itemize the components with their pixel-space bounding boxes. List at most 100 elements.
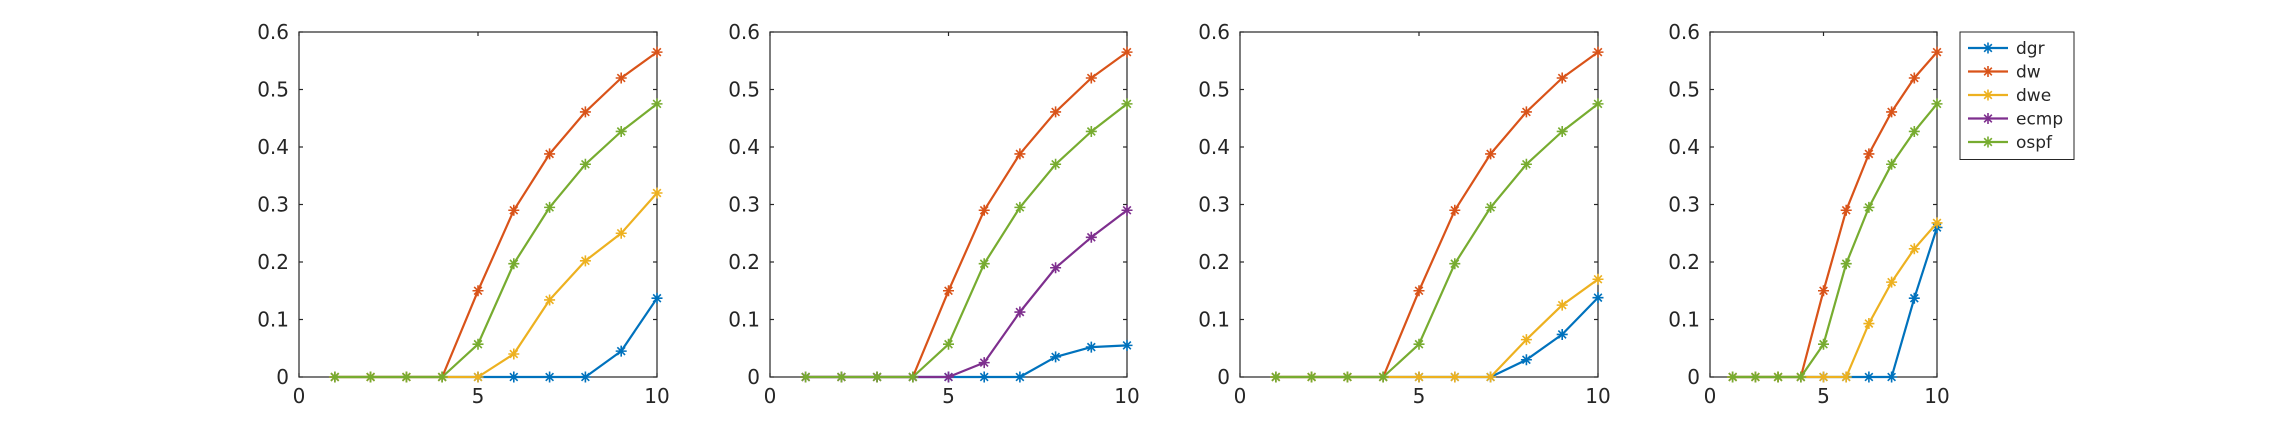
- data-point-ospf: [365, 371, 377, 383]
- series-line-dgr: [805, 344, 1128, 379]
- y-tick-label: 0.6: [728, 20, 760, 44]
- data-point-ospf: [1863, 201, 1875, 213]
- y-tick-label: 0.6: [257, 20, 289, 44]
- data-point-dw: [1520, 106, 1532, 118]
- axes-box: [769, 31, 1128, 378]
- y-tick-label: 0.1: [1198, 308, 1230, 332]
- data-point-dgr: [1908, 292, 1920, 304]
- y-tick-label: 0: [276, 365, 289, 389]
- data-point-ospf: [1727, 371, 1739, 383]
- y-tick-label: 0.4: [257, 135, 289, 159]
- data-point-dwe: [1931, 217, 1943, 229]
- data-point-dwe: [1592, 273, 1604, 285]
- series-line-ecmp: [805, 209, 1128, 379]
- y-tick-label: 0: [1217, 365, 1230, 389]
- data-point-dw: [1818, 285, 1829, 297]
- series-dwe: [329, 187, 663, 383]
- data-point-dw: [1931, 46, 1943, 58]
- data-point-dwe: [651, 187, 663, 199]
- data-point-dgr: [1085, 341, 1097, 353]
- data-point-dw: [1121, 46, 1133, 58]
- data-point-dw: [1556, 72, 1568, 84]
- x-tick-label: 0: [1234, 384, 1247, 408]
- series-line-ospf: [805, 103, 1128, 379]
- data-point-ospf: [1749, 371, 1761, 383]
- data-point-dgr: [1556, 328, 1568, 340]
- legend-entry-dgr: dgr: [1968, 39, 2045, 59]
- data-point-dwe: [1556, 299, 1568, 311]
- data-point-ospf: [1908, 125, 1920, 137]
- series-line-ospf: [1732, 103, 1938, 379]
- y-tick-label: 0.5: [728, 78, 760, 102]
- y-tick-label: 0.4: [728, 135, 760, 159]
- data-point-ospf: [1050, 158, 1062, 170]
- legend-entry-dw: dw: [1968, 63, 2041, 83]
- axes-box: [1239, 31, 1599, 378]
- legend-marker-dgr: [1982, 42, 1994, 54]
- legend-entry-ecmp: ecmp: [1968, 110, 2063, 130]
- data-point-ospf: [1121, 98, 1133, 110]
- series-ospf: [800, 98, 1133, 383]
- data-point-ospf: [1556, 125, 1568, 137]
- data-point-dgr: [1520, 354, 1532, 366]
- data-point-ospf: [1449, 258, 1461, 270]
- data-point-ospf: [835, 371, 847, 383]
- data-point-dwe: [508, 348, 520, 360]
- data-point-dwe: [1818, 371, 1829, 383]
- data-point-dgr: [1886, 371, 1898, 383]
- y-tick-label: 0.3: [257, 193, 289, 217]
- data-point-ospf: [651, 98, 663, 110]
- y-tick-label: 0.4: [1668, 135, 1700, 159]
- data-point-dw: [615, 72, 627, 84]
- data-point-dgr: [1863, 371, 1875, 383]
- data-point-dw: [651, 46, 663, 58]
- legend-entry-ospf: ospf: [1968, 133, 2053, 153]
- y-tick-label: 0: [747, 365, 760, 389]
- data-point-dw: [1886, 106, 1898, 118]
- x-tick-label: 0: [293, 384, 306, 408]
- data-point-ospf: [1592, 98, 1604, 110]
- series-line-dwe: [1275, 278, 1599, 379]
- x-tick-label: 10: [1114, 384, 1139, 408]
- x-tick-label: 5: [1817, 384, 1830, 408]
- series-dw: [1727, 46, 1943, 383]
- data-point-ospf: [1520, 158, 1532, 170]
- data-point-dgr: [978, 371, 990, 383]
- legend-label-ecmp: ecmp: [2016, 110, 2063, 130]
- subplot-4: 0 0.1 0.2 0.3 0.4 0.5 0.6 0 5 10: [1668, 20, 1950, 408]
- legend-label-ospf: ospf: [2016, 133, 2053, 153]
- y-tick-label: 0.4: [1198, 135, 1230, 159]
- series-ospf: [329, 98, 663, 383]
- y-tick-label: 0.6: [1668, 20, 1700, 44]
- series-dw: [800, 46, 1133, 383]
- data-point-ospf: [1014, 201, 1026, 213]
- data-point-dgr: [1592, 292, 1604, 304]
- series-dw: [329, 46, 663, 383]
- data-point-dwe: [1886, 276, 1898, 288]
- series-ospf: [1727, 98, 1943, 383]
- data-point-ecmp: [1085, 231, 1097, 243]
- data-point-ospf: [943, 338, 954, 350]
- data-point-dw: [1413, 285, 1425, 297]
- data-point-ospf: [1306, 371, 1318, 383]
- legend-marker-dwe: [1982, 89, 1994, 101]
- data-point-dw: [544, 148, 556, 160]
- data-point-dwe: [1449, 371, 1461, 383]
- data-point-dwe: [1840, 371, 1852, 383]
- data-point-dwe: [1863, 318, 1875, 330]
- data-point-dw: [1050, 106, 1062, 118]
- data-point-ospf: [907, 371, 919, 383]
- y-tick-label: 0: [1687, 365, 1700, 389]
- y-tick-label: 0.5: [257, 78, 289, 102]
- y-tick-label: 0.1: [257, 308, 289, 332]
- data-point-dw: [943, 285, 954, 297]
- series-line-ospf: [1275, 103, 1599, 379]
- data-point-dwe: [472, 371, 484, 383]
- x-tick-label: 5: [942, 384, 955, 408]
- y-tick-label: 0.3: [1198, 193, 1230, 217]
- data-point-ospf: [436, 371, 448, 383]
- data-point-dwe: [1908, 243, 1920, 255]
- data-point-ospf: [1840, 258, 1852, 270]
- legend-label-dw: dw: [2016, 63, 2041, 83]
